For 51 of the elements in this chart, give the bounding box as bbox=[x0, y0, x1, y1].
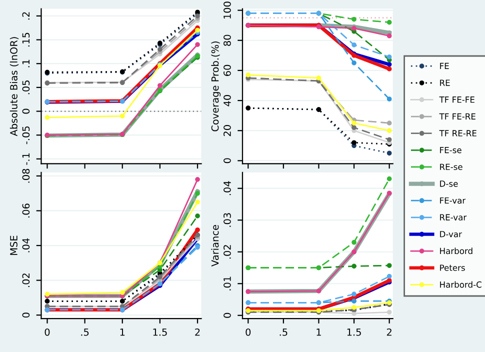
y-tick-label: 40 bbox=[224, 94, 231, 106]
y-tick-label: .01 bbox=[224, 276, 231, 290]
y-tick-label: 0 bbox=[224, 158, 231, 164]
y-tick-label: .15 bbox=[22, 32, 30, 46]
y-axis-title: Absolute Bias (lnOR) bbox=[10, 37, 19, 136]
y-tick-label: .02 bbox=[22, 274, 30, 287]
legend-label: TF FE-FE bbox=[439, 96, 474, 103]
y-axis-title: MSE bbox=[10, 236, 18, 255]
x-tick-label: .5 bbox=[280, 328, 288, 336]
y-tick-label: 60 bbox=[224, 64, 231, 76]
x-tick-label: 0 bbox=[44, 328, 50, 336]
y-tick-label: 0 bbox=[22, 312, 30, 318]
x-tick-label: 1 bbox=[316, 328, 321, 336]
legend-label: RE bbox=[440, 80, 450, 86]
y-tick-label: 100 bbox=[224, 2, 231, 19]
y-tick-label: -.05 bbox=[22, 126, 30, 144]
legend-label: TF RE-RE bbox=[439, 130, 476, 136]
x-tick-label: 2 bbox=[386, 328, 392, 336]
legend-label: FE bbox=[440, 62, 449, 69]
legend-label: Harbord-C bbox=[440, 281, 482, 288]
y-tick-label: .03 bbox=[224, 213, 231, 227]
y-tick-label: .04 bbox=[224, 181, 231, 196]
legend-label: TF FE-RE bbox=[439, 113, 476, 120]
legend-label: RE-se bbox=[440, 164, 462, 170]
x-tick-label: 2 bbox=[195, 328, 200, 336]
y-tick-label: .04 bbox=[22, 238, 30, 252]
legend-label: FE-var bbox=[440, 197, 466, 204]
legend-label: RE-var bbox=[440, 214, 467, 220]
legend-label: FE-se bbox=[440, 147, 462, 154]
y-tick-label: 0 bbox=[224, 312, 231, 318]
x-tick-label: 1.5 bbox=[347, 328, 361, 336]
x-tick-label: .5 bbox=[81, 328, 89, 336]
y-tick-label: .06 bbox=[22, 204, 30, 218]
y-axis-title: Variance bbox=[211, 225, 219, 266]
x-tick-label: 0 bbox=[246, 328, 251, 336]
y-tick-label: 0 bbox=[22, 108, 30, 114]
y-tick-label: .05 bbox=[22, 80, 30, 94]
y-tick-label: .1 bbox=[22, 60, 30, 68]
x-tick-label: 1 bbox=[120, 328, 125, 336]
y-tick-label: .2 bbox=[22, 12, 30, 20]
legend-label: Harbord bbox=[440, 248, 472, 254]
y-tick-label: .08 bbox=[22, 168, 30, 183]
y-axis-title: Coverage Prob.(%) bbox=[211, 41, 221, 132]
x-tick-label: 1.5 bbox=[153, 328, 167, 336]
y-tick-label: .02 bbox=[224, 245, 231, 259]
y-tick-label: 80 bbox=[224, 34, 231, 46]
y-tick-label: 20 bbox=[224, 125, 231, 136]
legend-label: Peters bbox=[440, 264, 465, 271]
legend-label: D-var bbox=[440, 231, 462, 238]
legend-label: D-se bbox=[440, 180, 458, 187]
y-tick-label: -.1 bbox=[22, 153, 30, 165]
